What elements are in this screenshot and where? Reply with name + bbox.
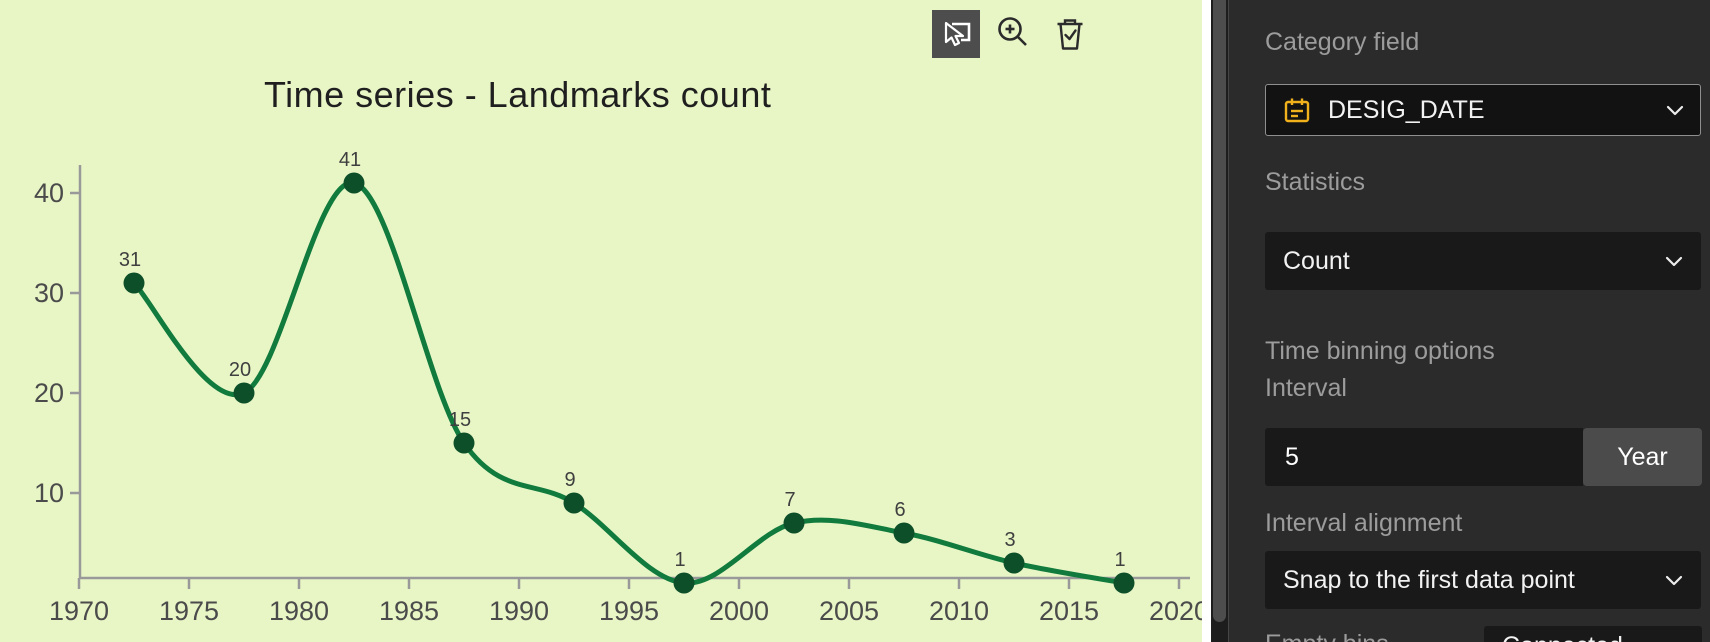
chart-settings-panel: Category field DESIG_DATE Statistics Cou…	[1228, 0, 1710, 642]
interval-input[interactable]	[1265, 428, 1583, 486]
empty-bins-label: Empty bins	[1265, 630, 1389, 642]
x-tick-label: 1990	[489, 596, 549, 626]
data-point[interactable]	[893, 522, 915, 544]
data-point-label: 1	[674, 549, 685, 571]
x-tick-label: 1980	[269, 596, 329, 626]
data-point[interactable]	[1003, 552, 1025, 574]
x-tick-label: 2010	[929, 596, 989, 626]
x-tick-label: 2000	[709, 596, 769, 626]
data-point-label: 20	[229, 359, 251, 381]
chevron-down-icon	[1665, 575, 1683, 585]
zoom-in-tool-button[interactable]	[989, 10, 1037, 58]
interval-alignment-value: Snap to the first data point	[1283, 565, 1575, 594]
data-point-label: 7	[784, 489, 795, 511]
y-tick-label: 40	[34, 178, 64, 208]
interval-alignment-label: Interval alignment	[1265, 509, 1463, 537]
axes	[78, 165, 1190, 580]
series-line	[131, 180, 1127, 586]
data-point-label: 6	[894, 499, 905, 521]
panel-gutter	[1202, 0, 1211, 642]
chevron-down-icon	[1666, 105, 1684, 115]
y-tick-label: 20	[34, 378, 64, 408]
data-point[interactable]	[453, 432, 475, 454]
statistics-select[interactable]: Count	[1265, 232, 1701, 290]
category-field-label: Category field	[1265, 28, 1420, 56]
empty-bins-value: Connected	[1502, 632, 1623, 642]
data-point[interactable]	[343, 172, 365, 194]
zoom-in-icon	[998, 17, 1027, 46]
rectangle-select-icon	[944, 21, 971, 47]
data-point-label: 31	[119, 249, 141, 271]
data-point-label: 9	[564, 469, 575, 491]
data-point-label: 15	[449, 409, 471, 431]
x-tick-label: 2015	[1039, 596, 1099, 626]
data-point[interactable]	[673, 572, 695, 594]
category-field-value: DESIG_DATE	[1328, 95, 1485, 124]
x-tick-label: 1985	[379, 596, 439, 626]
x-axis-ticks: 1970 1975 1980 1985 1990 1995 2000 2005 2010 2015…	[49, 578, 1202, 626]
time-binning-section-label: Time binning options	[1265, 337, 1495, 365]
data-point[interactable]	[123, 272, 145, 294]
statistics-value: Count	[1283, 246, 1350, 275]
y-tick-label: 30	[34, 278, 64, 308]
data-point[interactable]	[1113, 572, 1135, 594]
interval-unit-button[interactable]: Year	[1583, 428, 1702, 486]
date-field-icon	[1284, 98, 1310, 123]
x-tick-label: 2005	[819, 596, 879, 626]
data-point-label: 3	[1004, 529, 1015, 551]
time-series-plot[interactable]: 10 20 30 40 1970 1975 1980 1985 1990 1995 2000 2005…	[0, 0, 1202, 642]
interval-control: Year	[1265, 428, 1702, 486]
chart-card: 10 20 30 40 1970 1975 1980 1985 1990 1995 2000 2005…	[0, 0, 1202, 642]
x-tick-label: 1995	[599, 596, 659, 626]
category-field-select[interactable]: DESIG_DATE	[1265, 84, 1701, 136]
interval-alignment-select[interactable]: Snap to the first data point	[1265, 551, 1701, 609]
clear-selection-tool-button[interactable]	[1046, 10, 1094, 58]
x-tick-label: 1970	[49, 596, 109, 626]
data-point[interactable]	[783, 512, 805, 534]
panel-scrollbar[interactable]	[1211, 0, 1228, 642]
empty-bins-select[interactable]: Connected	[1484, 626, 1702, 642]
series-markers	[123, 172, 1135, 594]
y-tick-label: 10	[34, 478, 64, 508]
y-axis-ticks: 10 20 30 40	[34, 178, 80, 508]
interval-label: Interval	[1265, 374, 1347, 402]
chevron-down-icon	[1665, 256, 1683, 266]
data-point[interactable]	[563, 492, 585, 514]
data-point-label: 41	[339, 149, 361, 171]
scrollbar-thumb[interactable]	[1213, 0, 1226, 622]
chart-toolbar	[932, 10, 1094, 58]
clear-selection-icon	[1057, 19, 1083, 50]
x-tick-label: 1975	[159, 596, 219, 626]
chart-title: Time series - Landmarks count	[264, 74, 772, 115]
rectangle-select-tool-button[interactable]	[932, 10, 980, 58]
data-point-label: 1	[1114, 549, 1125, 571]
statistics-label: Statistics	[1265, 168, 1366, 196]
data-point[interactable]	[233, 382, 255, 404]
x-tick-label: 2020	[1149, 596, 1202, 626]
